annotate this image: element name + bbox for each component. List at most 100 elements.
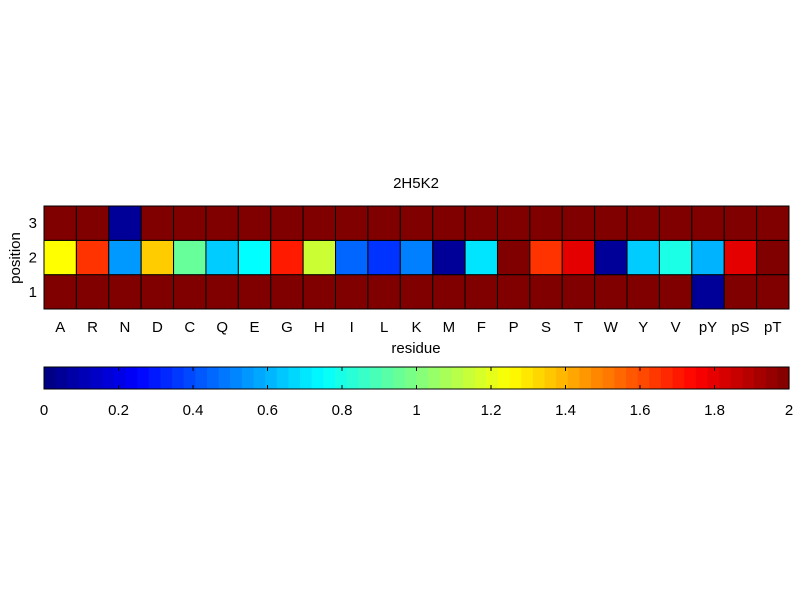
colorbar-ticks: 0 0.2 0.4 0.6 0.8 1 1.2 1.4 1.6 1.8 2 bbox=[40, 367, 793, 419]
x-tick-label: S bbox=[541, 319, 551, 336]
colorbar-step bbox=[695, 367, 709, 389]
heatmap-cell-W-2 bbox=[594, 239, 628, 276]
x-axis-label: residue bbox=[391, 340, 440, 357]
colorbar-step bbox=[137, 367, 150, 389]
heatmap-cell-pT-2 bbox=[756, 239, 790, 276]
heatmap-cell-V-1 bbox=[658, 274, 693, 310]
x-tick-label: P bbox=[509, 319, 519, 336]
colorbar-step bbox=[730, 367, 744, 389]
heatmap-cell-P-2 bbox=[496, 239, 531, 276]
heatmap-cell-I-1 bbox=[335, 274, 369, 310]
heatmap-cell-K-1 bbox=[399, 274, 434, 310]
x-tick-label: Q bbox=[216, 319, 228, 336]
colorbar-step bbox=[579, 367, 592, 389]
heatmap-cell-D-3 bbox=[140, 205, 175, 241]
heatmap-cell-R-2 bbox=[75, 239, 110, 276]
heatmap-cell-pS-1 bbox=[723, 274, 758, 310]
heatmap-cell-pS-3 bbox=[723, 205, 758, 241]
heatmap-cell-C-3 bbox=[173, 205, 207, 241]
colorbar-step bbox=[486, 367, 499, 389]
colorbar-step bbox=[55, 367, 68, 389]
heatmap-cell-Q-1 bbox=[205, 274, 239, 310]
heatmap-cell-W-3 bbox=[594, 205, 628, 241]
colorbar-step bbox=[78, 367, 92, 389]
colorbar-step bbox=[300, 367, 313, 389]
heatmap-cell-M-1 bbox=[432, 274, 466, 310]
colorbar-step bbox=[742, 367, 755, 389]
x-tick-label: C bbox=[184, 319, 195, 336]
y-tick-label: 1 bbox=[29, 284, 37, 301]
colorbar-step bbox=[509, 367, 522, 389]
heatmap-cell-Q-2 bbox=[205, 239, 239, 276]
heatmap-cell-R-1 bbox=[75, 274, 110, 310]
heatmap-cell-A-1 bbox=[43, 274, 77, 310]
heatmap-cell-C-1 bbox=[173, 274, 207, 310]
colorbar-step bbox=[160, 367, 173, 389]
colorbar-step bbox=[148, 367, 162, 389]
colorbar-tick-label: 1 bbox=[412, 402, 420, 419]
colorbar-step bbox=[102, 367, 115, 389]
heatmap-cell-N-3 bbox=[108, 205, 142, 241]
x-tick-label: E bbox=[250, 319, 260, 336]
x-tick-label: R bbox=[87, 319, 98, 336]
heatmap-cell-G-3 bbox=[270, 205, 304, 241]
y-tick-labels: 1 2 3 bbox=[29, 215, 37, 301]
colorbar-step bbox=[672, 367, 685, 389]
colorbar-step bbox=[288, 367, 301, 389]
x-tick-label: A bbox=[55, 319, 65, 336]
x-tick-label: W bbox=[604, 319, 619, 336]
colorbar-tick-label: 0.8 bbox=[332, 402, 353, 419]
colorbar-step bbox=[602, 367, 615, 389]
heatmap-cell-G-2 bbox=[270, 239, 304, 276]
heatmap-cell-H-3 bbox=[302, 205, 337, 241]
colorbar-step bbox=[393, 367, 406, 389]
x-tick-label: V bbox=[671, 319, 681, 336]
colorbar-step bbox=[544, 367, 557, 389]
colorbar-tick-label: 1.6 bbox=[630, 402, 651, 419]
colorbar-step bbox=[614, 367, 627, 389]
colorbar-step bbox=[719, 367, 732, 389]
heatmap-cell-G-1 bbox=[270, 274, 304, 310]
heatmap-cell-pY-2 bbox=[691, 239, 725, 276]
colorbar-step bbox=[369, 367, 383, 389]
x-tick-label: Y bbox=[638, 319, 648, 336]
heatmap-cell-S-3 bbox=[529, 205, 563, 241]
y-tick-label: 3 bbox=[29, 215, 37, 232]
x-tick-label: M bbox=[443, 319, 456, 336]
heatmap-cell-R-3 bbox=[75, 205, 110, 241]
colorbar-step bbox=[323, 367, 336, 389]
heatmap-cell-I-3 bbox=[335, 205, 369, 241]
colorbar-step bbox=[567, 367, 581, 389]
heatmap-frame bbox=[43, 205, 790, 310]
x-tick-label: K bbox=[411, 319, 421, 336]
colorbar-step bbox=[265, 367, 278, 389]
heatmap-cell-K-3 bbox=[399, 205, 434, 241]
colorbar-step bbox=[649, 367, 662, 389]
colorbar-step bbox=[346, 367, 359, 389]
colorbar-step bbox=[125, 367, 138, 389]
colorbar-step bbox=[241, 367, 255, 389]
colorbar-tick-label: 0.4 bbox=[183, 402, 204, 419]
heatmap-cell-T-1 bbox=[561, 274, 596, 310]
colorbar-step bbox=[416, 367, 429, 389]
heatmap-cell-S-1 bbox=[529, 274, 563, 310]
x-tick-label: H bbox=[314, 319, 325, 336]
colorbar-tick-label: 1.4 bbox=[555, 402, 576, 419]
heatmap-cell-E-1 bbox=[237, 274, 272, 310]
heatmap-cell-pY-1 bbox=[691, 274, 725, 310]
heatmap-cell-A-2 bbox=[43, 239, 77, 276]
x-tick-label: I bbox=[350, 319, 354, 336]
colorbar-step bbox=[521, 367, 534, 389]
heatmap-cell-pS-2 bbox=[723, 239, 758, 276]
chart-title: 2H5K2 bbox=[393, 175, 439, 192]
heatmap-cell-S-2 bbox=[529, 239, 563, 276]
heatmap-cell-Y-1 bbox=[626, 274, 660, 310]
heatmap-cell-L-3 bbox=[367, 205, 401, 241]
x-tick-label: pT bbox=[764, 319, 782, 336]
colorbar-step bbox=[532, 367, 546, 389]
heatmap-cell-F-1 bbox=[464, 274, 498, 310]
colorbar-step bbox=[439, 367, 453, 389]
colorbar-step bbox=[404, 367, 418, 389]
heatmap-cell-V-2 bbox=[658, 239, 693, 276]
